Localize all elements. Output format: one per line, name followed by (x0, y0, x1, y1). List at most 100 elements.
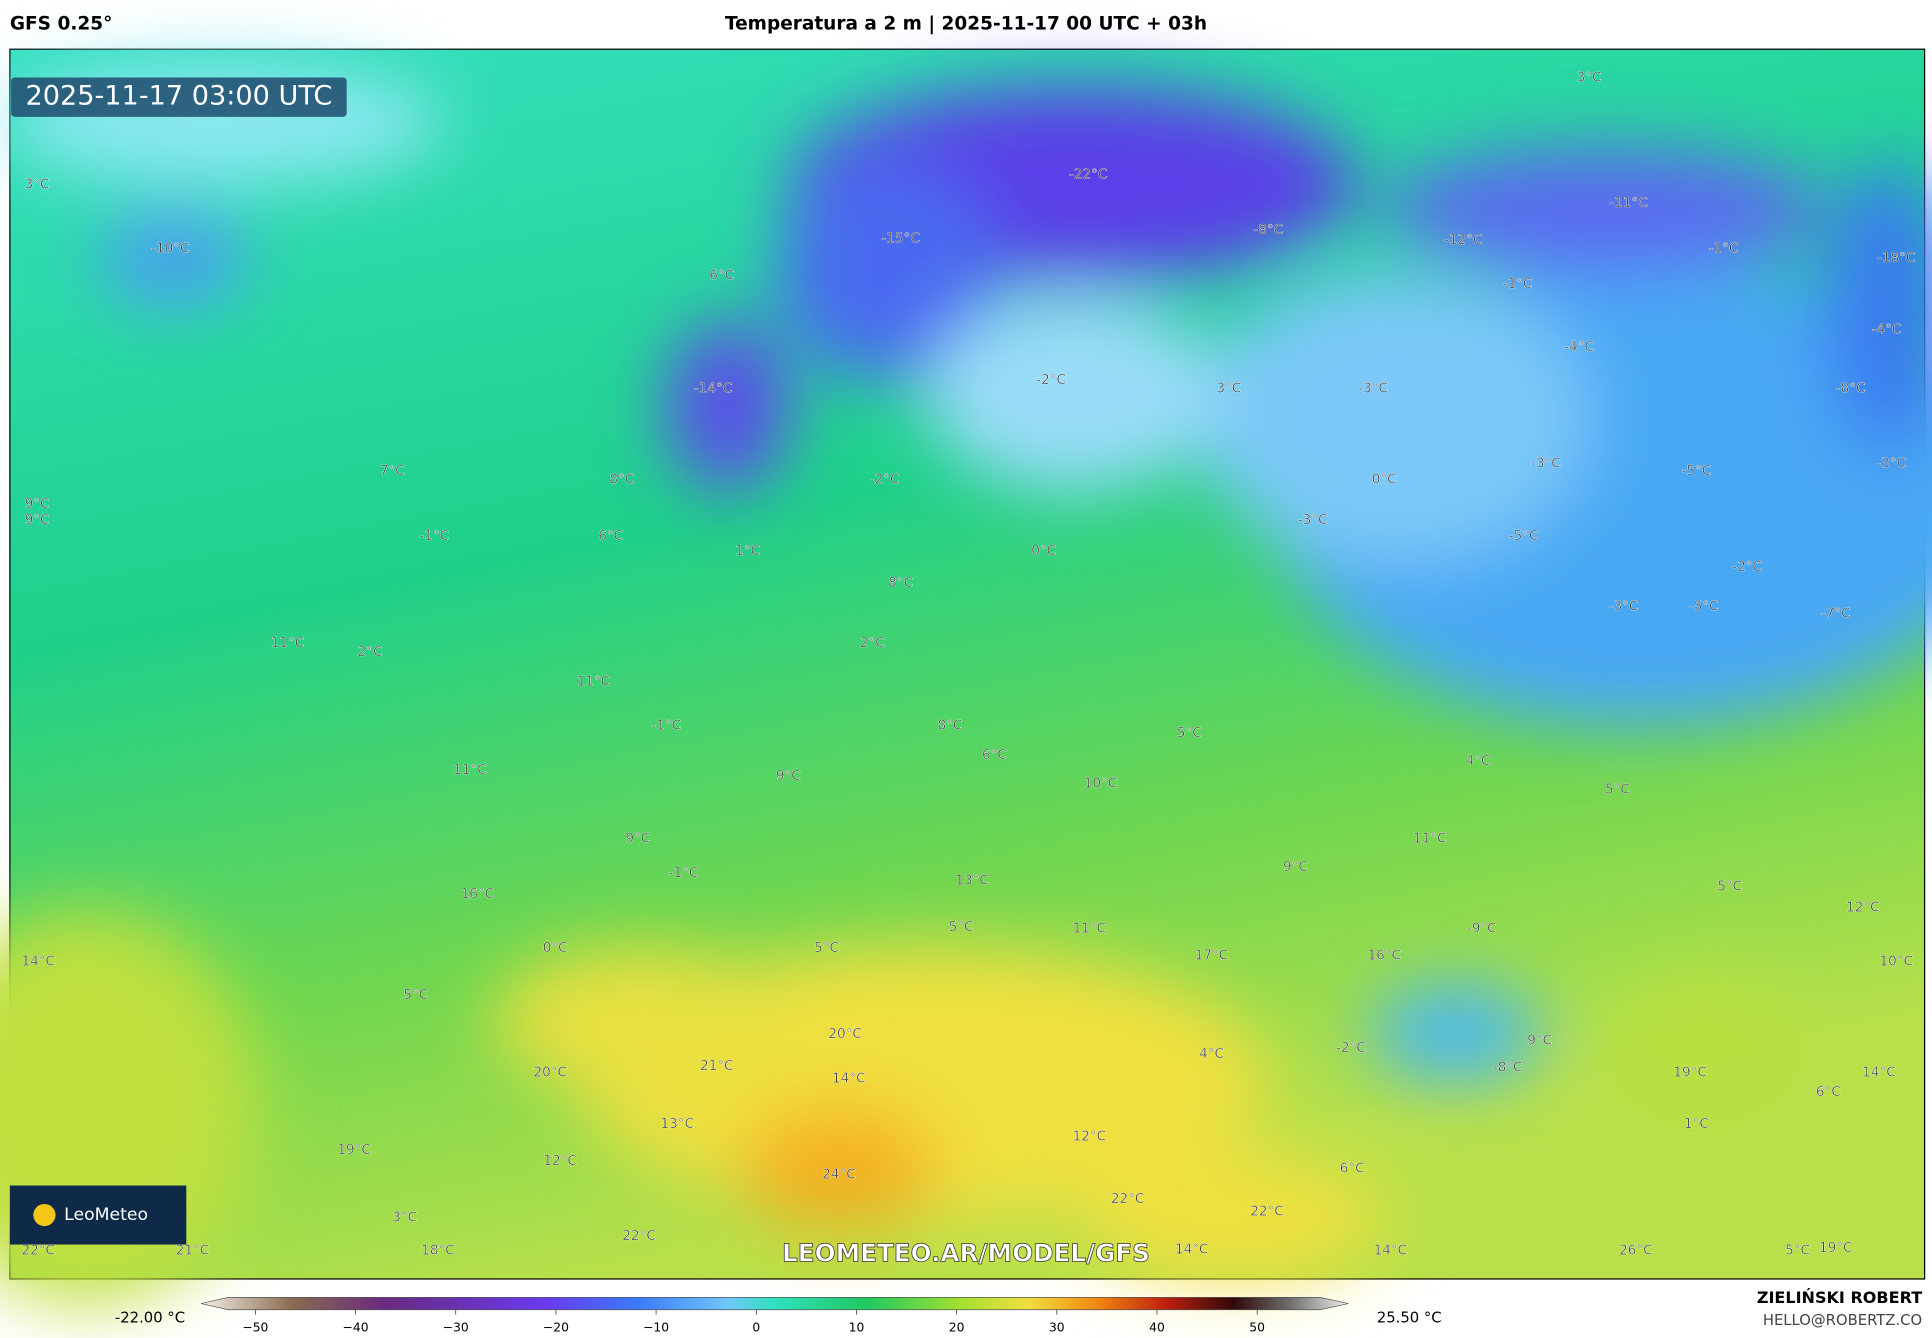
temperature-label: 5°C (403, 987, 428, 1003)
temperature-label: 6°C (1340, 1160, 1365, 1176)
temperature-label: -1°C (1503, 276, 1533, 292)
map-title: Temperatura a 2 m | 2025-11-17 00 UTC + … (725, 14, 1207, 35)
temperature-label: -5°C (1689, 598, 1719, 614)
temperature-label: -1°C (651, 718, 681, 734)
temperature-label: 14°C (1862, 1064, 1895, 1080)
temperature-label: 5°C (1605, 782, 1630, 798)
temperature-label: -8°C (1253, 222, 1283, 238)
temperature-label: 5°C (814, 940, 839, 956)
temperature-label: 8°C (609, 472, 634, 488)
colorbar-tick-label: −40 (343, 1321, 369, 1335)
temperature-label: 6°C (982, 747, 1007, 763)
temperature-label: 1°C (735, 543, 760, 559)
temperature-label: 13°C (661, 1116, 694, 1132)
colorbar-tick-label: 30 (1049, 1321, 1065, 1335)
colorbar-tick-label: −20 (543, 1321, 569, 1335)
temperature-label: -5°C (1681, 463, 1711, 479)
model-label: GFS 0.25° (10, 14, 112, 35)
temperature-label: -3°C (1531, 456, 1561, 472)
temperature-label: 11°C (271, 635, 304, 651)
temperature-label: 3°C (1577, 69, 1602, 85)
colorbar-tick-label: −50 (242, 1321, 268, 1335)
colorbar-tick-label: 10 (849, 1321, 865, 1335)
temperature-label: -4°C (1564, 339, 1594, 355)
temperature-label: 10°C (1084, 775, 1117, 791)
temperature-label: 0°C (1031, 543, 1056, 559)
temperature-label: 9°C (25, 512, 50, 528)
temperature-label: 17°C (1195, 948, 1228, 964)
temperature-label: -3°C (1358, 381, 1388, 397)
temperature-field (0, 61, 1932, 1304)
colorbar-tick-label: 50 (1249, 1321, 1265, 1335)
colorbar-tick-label: −10 (643, 1321, 669, 1335)
temperature-label: -9°C (1467, 920, 1497, 936)
temperature-label: -1°C (1709, 240, 1739, 256)
timestamp-box (11, 77, 347, 117)
temperature-label: 9°C (25, 496, 50, 512)
temperature-label: 9°C (1283, 859, 1308, 875)
temperature-label: 18°C (421, 1243, 454, 1259)
temperature-label: 9°C (776, 768, 801, 784)
temperature-label: 20°C (828, 1026, 861, 1042)
temperature-label: -22°C (1069, 167, 1107, 183)
temperature-label: 11°C (453, 762, 486, 778)
temperature-label: 2°C (860, 635, 885, 651)
temperature-label: 3°C (392, 1209, 417, 1225)
temperature-label: 16°C (1367, 948, 1400, 964)
temperature-label: 22°C (1111, 1191, 1144, 1207)
colorbar-tick-label: 0 (752, 1321, 760, 1335)
temperature-label: 14°C (21, 954, 54, 970)
temperature-labels: 3°C 3°C -10°C -22°C -15°C -8°C -12°C -11°C -1°C -… (21, 69, 1915, 1259)
colorbar-max: 25.50 °C (1377, 1309, 1442, 1326)
colorbar-tick-label: 20 (949, 1321, 965, 1335)
email: HELLO@ROBERTZ.CO (1763, 1312, 1922, 1329)
temperature-label: 12°C (1073, 1128, 1106, 1144)
temperature-label: 22°C (1250, 1203, 1283, 1219)
temperature-label: 7°C (380, 463, 405, 479)
logo-text: LeoMeteo (64, 1205, 148, 1225)
temperature-label: 19°C (1673, 1064, 1706, 1080)
temperature-label: 20°C (533, 1064, 566, 1080)
temperature-label: -2°C (870, 472, 900, 488)
temperature-label: 4°C (1466, 753, 1491, 769)
temperature-label: 4°C (1199, 1046, 1224, 1062)
temperature-label: 12°C (543, 1153, 576, 1169)
temperature-label: 9°C (1527, 1032, 1552, 1048)
temperature-label: -8°C (1836, 381, 1866, 397)
temperature-label: -12°C (1444, 232, 1482, 248)
temperature-label: 5°C (1717, 879, 1742, 895)
temperature-label: 8°C (888, 575, 913, 591)
temperature-label: 22°C (622, 1228, 655, 1244)
temperature-label: -2°C (1732, 559, 1762, 575)
temperature-label: 22°C (21, 1243, 54, 1259)
temperature-label: 6°C (1816, 1084, 1841, 1100)
temperature-label: -14°C (694, 381, 732, 397)
temperature-label: -11°C (1609, 195, 1647, 211)
temperature-label: 11°C (577, 673, 610, 689)
temperature-label: 14°C (832, 1071, 865, 1087)
colorbar (201, 1297, 1349, 1311)
temperature-label: 9°C (625, 831, 650, 847)
temperature-label: -1°C (669, 865, 699, 881)
temperature-label: 21°C (176, 1243, 209, 1259)
temperature-label: -7°C (1821, 606, 1851, 622)
temperature-label: 5°C (949, 919, 974, 935)
temperature-label: -5°C (1509, 528, 1539, 544)
temperature-label: -3°C (1609, 598, 1639, 614)
temperature-label: -1°C (419, 528, 449, 544)
logo-sun (33, 1203, 56, 1227)
temperature-label: 2°C (358, 644, 383, 660)
temperature-label: 3°C (1216, 381, 1241, 397)
temperature-label: -2°C (1036, 372, 1066, 388)
temperature-label: 1°C (1684, 1116, 1709, 1132)
temperature-label: -18°C (1877, 250, 1915, 266)
temperature-label: 13°C (955, 873, 988, 889)
temperature-label: 19°C (1819, 1240, 1852, 1256)
colorbar-tick-label: 40 (1149, 1321, 1165, 1335)
colorbar-tick-label: −30 (443, 1321, 469, 1335)
temperature-label: 0°C (543, 940, 568, 956)
colorbar-min: -22.00 °C (115, 1309, 185, 1326)
temperature-label: 3°C (25, 176, 50, 192)
temperature-label: -2°C (1336, 1040, 1366, 1056)
